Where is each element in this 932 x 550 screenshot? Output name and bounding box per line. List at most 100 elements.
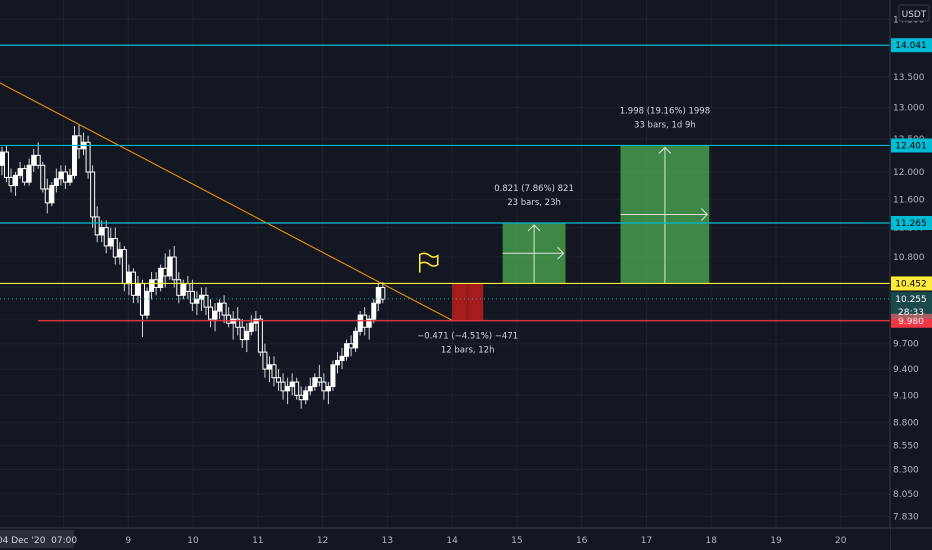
candle-body xyxy=(140,283,146,316)
y-tick-label: 8.550 xyxy=(893,442,919,452)
candle-body xyxy=(185,283,191,292)
candle-body xyxy=(8,176,14,187)
x-tick-label: 11 xyxy=(252,536,263,546)
x-tick-label: 9 xyxy=(125,536,131,546)
candle-body xyxy=(171,256,177,281)
candle-body xyxy=(103,227,109,247)
position-tools[interactable]: −0.471 (−4.51%) −471 12 bars, 12h 0.821 (7… xyxy=(417,106,710,355)
price-label-bg xyxy=(891,276,932,291)
candle-body xyxy=(203,294,209,308)
candle-body xyxy=(334,360,340,366)
candle-body xyxy=(276,377,282,383)
candle-body xyxy=(235,318,241,328)
x-tick-label: 19 xyxy=(770,536,782,546)
candle-body xyxy=(289,381,295,387)
candle-body xyxy=(285,385,291,392)
candle-body xyxy=(126,271,132,285)
candle-body xyxy=(366,318,372,328)
price-label-bg xyxy=(891,38,932,53)
flag-icon[interactable] xyxy=(418,252,439,267)
candle-body xyxy=(22,168,28,183)
candle-body xyxy=(149,279,155,292)
candle-body xyxy=(112,238,118,258)
position-stats-label: −0.471 (−4.51%) −471 xyxy=(417,331,518,341)
x-tick-label: 15 xyxy=(511,536,522,546)
position-bars-label: 12 bars, 12h xyxy=(441,345,495,355)
trendline-segment[interactable] xyxy=(0,82,453,321)
candle-body xyxy=(85,141,91,173)
time-axis[interactable] xyxy=(0,528,890,550)
price-label-bg xyxy=(891,216,932,231)
currency-label: USDT xyxy=(902,10,927,20)
candle-body xyxy=(162,267,168,277)
candle-body xyxy=(217,302,223,312)
candle-body xyxy=(176,279,182,296)
y-tick-label: 12.000 xyxy=(893,168,925,178)
candle-body xyxy=(99,227,105,236)
candle-body xyxy=(26,164,32,183)
candle-body xyxy=(108,238,114,247)
candle-body xyxy=(76,135,82,150)
y-tick-label: 13.500 xyxy=(893,73,925,83)
candle-body xyxy=(49,185,55,204)
candle-body xyxy=(208,306,214,320)
candle-body xyxy=(380,286,386,300)
candle-body xyxy=(226,314,232,324)
price-label: 11.265 xyxy=(895,219,927,229)
candle-body xyxy=(371,302,377,320)
y-tick-label: 13.000 xyxy=(893,103,925,113)
price-label: 10.452 xyxy=(895,279,927,289)
candle-body xyxy=(144,290,150,316)
candle-body xyxy=(62,171,68,183)
candle-body xyxy=(71,135,77,176)
candle-body xyxy=(375,286,381,304)
candle-body xyxy=(353,330,359,349)
x-tick-label: 18 xyxy=(705,536,717,546)
candle-body xyxy=(194,298,200,304)
current-price-label: 10.255 xyxy=(895,295,927,305)
candle-body xyxy=(303,390,309,401)
price-axis[interactable] xyxy=(890,0,932,550)
x-tick-label: 14 xyxy=(446,536,458,546)
price-label: 12.401 xyxy=(895,141,927,151)
position-bars-label: 23 bars, 23h xyxy=(507,198,561,208)
candle-body xyxy=(316,377,322,383)
flag-marker[interactable] xyxy=(418,252,439,273)
candle-body xyxy=(248,322,254,332)
x-tick-label: 17 xyxy=(641,536,652,546)
candle-body xyxy=(321,381,327,392)
x-axis-ticks: 891011121314151617181920 xyxy=(61,536,847,546)
candle-body xyxy=(280,381,286,392)
currency-badge[interactable] xyxy=(898,4,930,22)
x-start-label-bg xyxy=(0,530,74,548)
price-label-bg xyxy=(891,138,932,153)
position-stats-label: 1.998 (19.16%) 1998 xyxy=(620,106,710,116)
candle-body xyxy=(221,302,227,316)
candle-body xyxy=(135,283,141,296)
horizontal-lines[interactable] xyxy=(0,44,890,322)
position-bars-label: 33 bars, 1d 9h xyxy=(634,120,696,130)
candle-body xyxy=(167,256,173,277)
x-tick-label: 13 xyxy=(382,536,393,546)
candle-body xyxy=(44,188,50,204)
candle-body xyxy=(271,364,277,379)
candle-body xyxy=(307,385,313,392)
candle-body xyxy=(212,310,218,320)
candle-body xyxy=(348,343,354,349)
candle-body xyxy=(158,267,164,288)
candle-body xyxy=(330,364,336,387)
candle-body xyxy=(312,377,318,387)
candle-body xyxy=(298,394,304,401)
candle-body xyxy=(13,174,19,187)
y-tick-label: 10.800 xyxy=(893,253,925,263)
trendline[interactable] xyxy=(0,82,453,321)
current-price-bg xyxy=(891,291,932,319)
right-arrow-icon xyxy=(557,246,565,260)
candle-body xyxy=(31,154,37,166)
up-arrow-icon xyxy=(658,146,672,154)
countdown-label: 28:33 xyxy=(898,308,924,318)
y-tick-label: 9.400 xyxy=(893,365,919,375)
candle-body xyxy=(266,364,272,370)
